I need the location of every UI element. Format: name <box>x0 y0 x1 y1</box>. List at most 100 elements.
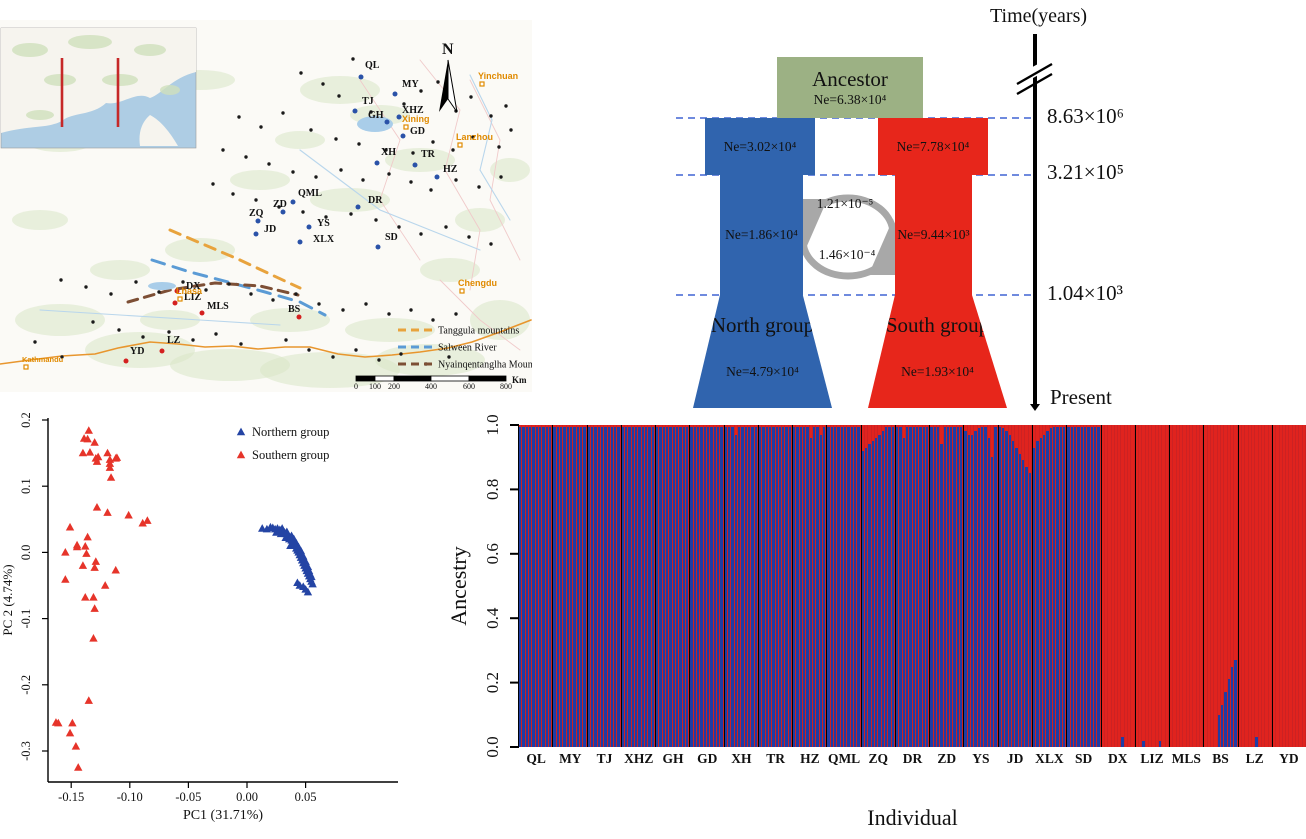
terrain-patch <box>170 349 290 381</box>
north-ancestry-segment <box>1220 705 1224 747</box>
individual-bar <box>1046 425 1050 747</box>
terrain-patch <box>15 304 105 336</box>
inset-land-south <box>139 115 178 146</box>
south-site-dot <box>123 358 129 364</box>
north-ancestry-segment <box>617 427 620 747</box>
individual-bar <box>1025 425 1029 747</box>
individual-bar <box>690 425 694 747</box>
north-ancestry-segment <box>899 427 902 747</box>
north-ancestry-segment <box>981 427 984 747</box>
axis-break-slash-2 <box>1016 72 1053 96</box>
pca-svg: -0.15 -0.10 -0.05 0.00 0.05 0.2 0.1 0.0 -0.1 -0.2… <box>0 412 398 823</box>
city-marker <box>403 124 409 130</box>
south-site-dot <box>174 288 180 294</box>
north-ancestry-segment <box>519 427 522 747</box>
individual-bar <box>953 425 957 747</box>
north-site-label: JD <box>264 224 276 235</box>
sample-dot <box>451 148 455 152</box>
north-ancestry-segment <box>727 427 731 747</box>
north-ancestry-segment <box>1039 437 1042 747</box>
pca-legend-label: Southern group <box>252 448 329 462</box>
sample-dot <box>397 225 401 229</box>
north-ancestry-segment <box>793 427 796 747</box>
north-arrow-letter: N <box>442 41 454 58</box>
individual-bar <box>535 425 539 747</box>
individual-bar <box>1097 425 1101 747</box>
sample-dot <box>321 82 325 86</box>
city-marker <box>479 81 485 87</box>
north-ancestry-segment <box>754 427 757 747</box>
north-ancestry-segment <box>553 427 556 747</box>
scalebar-segment <box>468 375 507 382</box>
north-ancestry-segment <box>686 427 689 747</box>
individual-bar <box>1145 425 1150 747</box>
north-epoch2-box: Ne=1.86×10⁴ <box>720 175 803 295</box>
individual-bar <box>922 425 926 747</box>
pca-point <box>111 565 120 574</box>
north-ancestry-segment <box>830 427 834 747</box>
north-ancestry-segment <box>648 427 651 747</box>
pca-point <box>71 741 81 750</box>
individual-bar <box>1234 425 1238 747</box>
individual-bar <box>1121 425 1125 747</box>
sample-dot <box>469 95 473 99</box>
north-ancestry-segment <box>1121 737 1124 747</box>
individual-bar <box>1279 425 1283 747</box>
north-ancestry-segment <box>772 427 775 747</box>
pca-point <box>92 502 102 511</box>
north-site-label: QML <box>298 188 322 199</box>
individual-bar <box>686 425 690 747</box>
individual-bar <box>1152 425 1156 747</box>
time-axis-title: Time(years) <box>990 5 1088 27</box>
individual-bar <box>625 425 629 747</box>
individual-bar <box>1183 425 1187 747</box>
pca-x-tick-label: -0.10 <box>117 790 143 804</box>
sample-dot <box>291 170 295 174</box>
individual-bar <box>1049 425 1053 747</box>
individual-bar <box>834 425 838 747</box>
pca-point <box>299 551 308 560</box>
north-ancestry-segment <box>682 427 686 747</box>
north-epoch1-box: Ne=3.02×10⁴ <box>705 118 815 175</box>
individual-bar <box>977 425 982 747</box>
time-label-1: 8.63×10⁶ <box>1047 104 1124 128</box>
city-marker <box>457 142 463 148</box>
city-label: Kathmandu <box>22 355 64 364</box>
individual-bar <box>881 425 885 747</box>
sample-dot <box>214 332 218 336</box>
individual-bar <box>522 425 526 747</box>
individual-bar <box>696 425 701 747</box>
individual-bar <box>1238 425 1242 747</box>
north-epoch2-ne: Ne=1.86×10⁴ <box>725 227 798 242</box>
north-ancestry-segment <box>888 427 891 747</box>
individual-bar <box>559 425 564 747</box>
north-ancestry-segment <box>628 427 631 747</box>
individual-bar <box>545 425 549 747</box>
north-ancestry-segment <box>741 427 744 747</box>
north-ancestry-segment <box>672 427 676 747</box>
individual-bar <box>1131 425 1135 747</box>
individual-bar <box>888 425 892 747</box>
population-group-QL <box>519 425 554 747</box>
lake <box>357 116 393 132</box>
north-ancestry-segment <box>669 427 672 747</box>
terrain-patch <box>90 260 150 280</box>
individual-bar <box>1093 425 1098 747</box>
lake <box>148 282 176 290</box>
pca-point <box>106 473 116 481</box>
pca-point <box>82 549 91 557</box>
pca-point <box>93 452 103 461</box>
north-site-dot <box>255 218 261 224</box>
inset-terrain <box>26 110 54 120</box>
individual-bar <box>1159 425 1163 747</box>
population-label: ZQ <box>869 751 889 766</box>
individual-bar <box>1018 425 1023 747</box>
pca-point <box>105 459 115 467</box>
population-group-GD <box>690 425 725 747</box>
north-ancestry-segment <box>854 427 857 747</box>
individual-bar <box>751 425 755 747</box>
pca-point <box>100 581 110 589</box>
individual-bar <box>727 425 732 747</box>
